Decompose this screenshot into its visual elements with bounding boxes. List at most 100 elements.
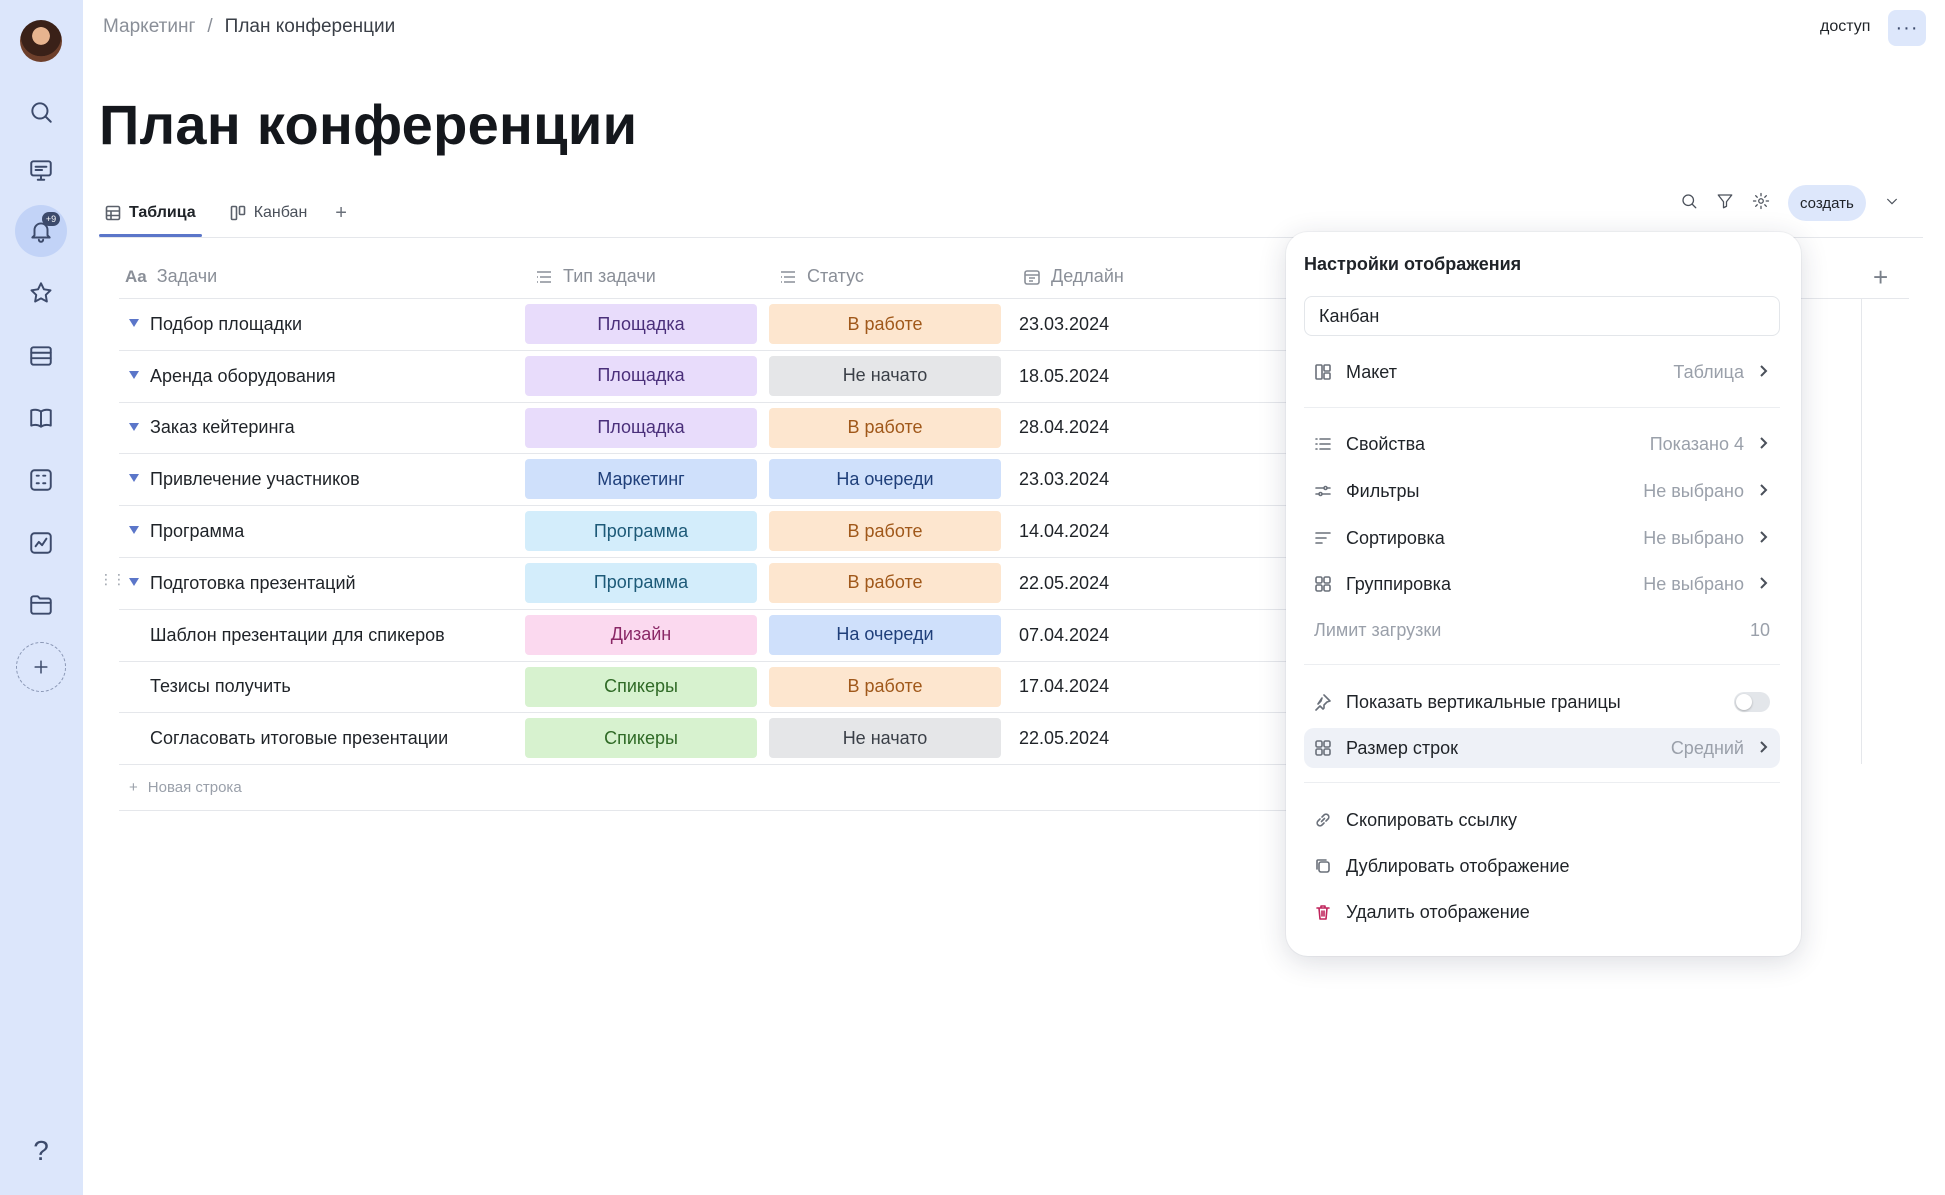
task-name[interactable]: Тезисы получить	[150, 676, 291, 697]
task-name[interactable]: Программа	[150, 521, 245, 542]
vertical-borders-setting[interactable]: Показать вертикальные границы	[1304, 682, 1780, 722]
view-name-input[interactable]	[1304, 296, 1780, 336]
task-type-tag[interactable]: Площадка	[525, 304, 757, 344]
table-row[interactable]: Тезисы получить Спикеры В работе 17.04.2024	[119, 662, 1309, 714]
dashboard-icon[interactable]	[15, 454, 67, 506]
sorting-setting[interactable]: Сортировка Не выбрано	[1304, 518, 1780, 558]
folder-icon[interactable]	[15, 579, 67, 631]
calendar-icon	[1024, 269, 1040, 285]
column-header-type[interactable]: Тип задачи	[535, 266, 656, 287]
table-row[interactable]: Привлечение участников Маркетинг На очеред…	[119, 454, 1309, 507]
table-row[interactable]: Программа Программа В работе 14.04.2024	[119, 506, 1309, 558]
status-tag[interactable]: Не начато	[769, 355, 1001, 396]
chevron-down-icon[interactable]	[1884, 193, 1900, 214]
status-tag[interactable]: В работе	[769, 304, 1001, 344]
more-options-button[interactable]: ···	[1888, 10, 1926, 46]
task-name[interactable]: Согласовать итоговые презентации	[150, 728, 449, 749]
copy-link-action[interactable]: Скопировать ссылку	[1304, 800, 1780, 840]
tab-table[interactable]: Таблица	[99, 188, 202, 238]
table-row[interactable]: Заказ кейтеринга Площадка В работе 28.04.20…	[119, 403, 1309, 455]
deadline-date[interactable]: 22.05.2024	[1019, 572, 1110, 593]
expand-caret-icon[interactable]	[129, 422, 139, 431]
properties-setting[interactable]: Свойства Показано 4	[1304, 424, 1780, 464]
filters-setting[interactable]: Фильтры Не выбрано	[1304, 471, 1780, 511]
expand-caret-icon[interactable]	[129, 370, 139, 379]
deadline-date[interactable]: 07.04.2024	[1019, 624, 1110, 645]
expand-caret-icon[interactable]	[129, 319, 139, 327]
status-tag[interactable]: В работе	[769, 666, 1001, 707]
add-view-button[interactable]: +	[335, 201, 347, 224]
breadcrumb-current[interactable]: План конференции	[224, 16, 396, 37]
expand-caret-icon[interactable]	[129, 577, 139, 586]
task-type-tag[interactable]: Маркетинг	[525, 459, 757, 500]
view-tabs: Таблица Канбан +	[99, 188, 347, 238]
column-header-task[interactable]: Aa Задачи	[125, 266, 218, 286]
task-name[interactable]: Привлечение участников	[150, 469, 360, 490]
deadline-date[interactable]: 23.03.2024	[1019, 469, 1110, 490]
notifications-bell-icon[interactable]: +9	[15, 205, 67, 257]
column-header-deadline[interactable]: Дедлайн	[1023, 266, 1124, 287]
status-tag[interactable]: На очереди	[769, 614, 1001, 655]
task-type-tag[interactable]: Программа	[525, 562, 757, 603]
deadline-date[interactable]: 17.04.2024	[1019, 676, 1110, 697]
duplicate-view-action[interactable]: Дублировать отображение	[1304, 846, 1780, 886]
task-name[interactable]: Подготовка презентаций	[150, 572, 356, 593]
column-header-status[interactable]: Статус	[779, 266, 864, 287]
create-button[interactable]: создать	[1788, 185, 1866, 221]
status-tag[interactable]: Не начато	[769, 718, 1001, 759]
status-tag[interactable]: В работе	[769, 511, 1001, 552]
task-type-tag[interactable]: Спикеры	[525, 718, 757, 759]
help-icon[interactable]: ?	[33, 1135, 49, 1166]
search-icon[interactable]	[1680, 192, 1698, 215]
search-icon[interactable]	[15, 86, 67, 138]
grouping-grid-icon	[1314, 575, 1332, 593]
user-avatar[interactable]	[20, 20, 62, 62]
deadline-date[interactable]: 22.05.2024	[1019, 728, 1110, 749]
new-row-button[interactable]: + Новая строка	[119, 765, 1309, 811]
monitor-icon[interactable]	[15, 144, 67, 196]
delete-view-action[interactable]: Удалить отображение	[1304, 892, 1780, 932]
add-column-button[interactable]: +	[1873, 262, 1889, 292]
layout-setting[interactable]: Макет Таблица	[1304, 352, 1780, 392]
access-button[interactable]: доступ	[1820, 18, 1871, 35]
task-type-tag[interactable]: Программа	[525, 511, 757, 552]
task-type-tag[interactable]: Спикеры	[525, 666, 757, 707]
expand-caret-icon[interactable]	[129, 526, 139, 535]
analytics-icon[interactable]	[15, 517, 67, 569]
filter-icon[interactable]	[1716, 192, 1734, 215]
table-row[interactable]: Аренда оборудования Площадка Не начато 18.0…	[119, 351, 1309, 403]
deadline-date[interactable]: 14.04.2024	[1019, 521, 1110, 542]
status-tag[interactable]: На очереди	[769, 459, 1001, 500]
task-name[interactable]: Аренда оборудования	[150, 365, 336, 386]
inbox-icon[interactable]	[15, 330, 67, 382]
divider	[1304, 782, 1780, 783]
status-tag[interactable]: В работе	[769, 407, 1001, 448]
task-name[interactable]: Подбор площадки	[150, 313, 303, 334]
book-icon[interactable]	[15, 392, 67, 444]
drag-handle-icon[interactable]: ⋮⋮	[99, 570, 126, 587]
deadline-date[interactable]: 28.04.2024	[1019, 417, 1110, 438]
table-row[interactable]: Шаблон презентации для спикеров Дизайн На …	[119, 610, 1309, 662]
task-type-tag[interactable]: Площадка	[525, 355, 757, 396]
task-name[interactable]: Шаблон презентации для спикеров	[150, 624, 445, 645]
task-type-tag[interactable]: Дизайн	[525, 614, 757, 655]
row-size-setting[interactable]: Размер строк Средний	[1304, 728, 1780, 768]
vertical-borders-toggle[interactable]	[1734, 692, 1770, 712]
add-space-plus-icon[interactable]	[16, 642, 66, 692]
task-name[interactable]: Заказ кейтеринга	[150, 417, 295, 438]
gear-icon[interactable]	[1752, 192, 1770, 215]
star-icon[interactable]	[15, 267, 67, 319]
task-type-tag[interactable]: Площадка	[525, 407, 757, 448]
status-tag[interactable]: В работе	[769, 562, 1001, 603]
table-row[interactable]: Подбор площадки Площадка В работе 23.03.202…	[119, 299, 1309, 351]
divider	[1304, 407, 1780, 408]
grouping-setting[interactable]: Группировка Не выбрано	[1304, 564, 1780, 604]
load-limit-setting[interactable]: Лимит загрузки 10	[1314, 619, 1770, 640]
expand-caret-icon[interactable]	[129, 474, 139, 483]
tab-kanban[interactable]: Канбан	[224, 188, 314, 238]
breadcrumb-parent[interactable]: Маркетинг	[103, 16, 196, 37]
table-row[interactable]: Согласовать итоговые презентации Спикеры Н…	[119, 713, 1309, 766]
deadline-date[interactable]: 18.05.2024	[1019, 365, 1110, 386]
deadline-date[interactable]: 23.03.2024	[1019, 313, 1110, 334]
table-row[interactable]: ⋮⋮ Подготовка презентаций Программа В работ…	[99, 558, 1309, 610]
